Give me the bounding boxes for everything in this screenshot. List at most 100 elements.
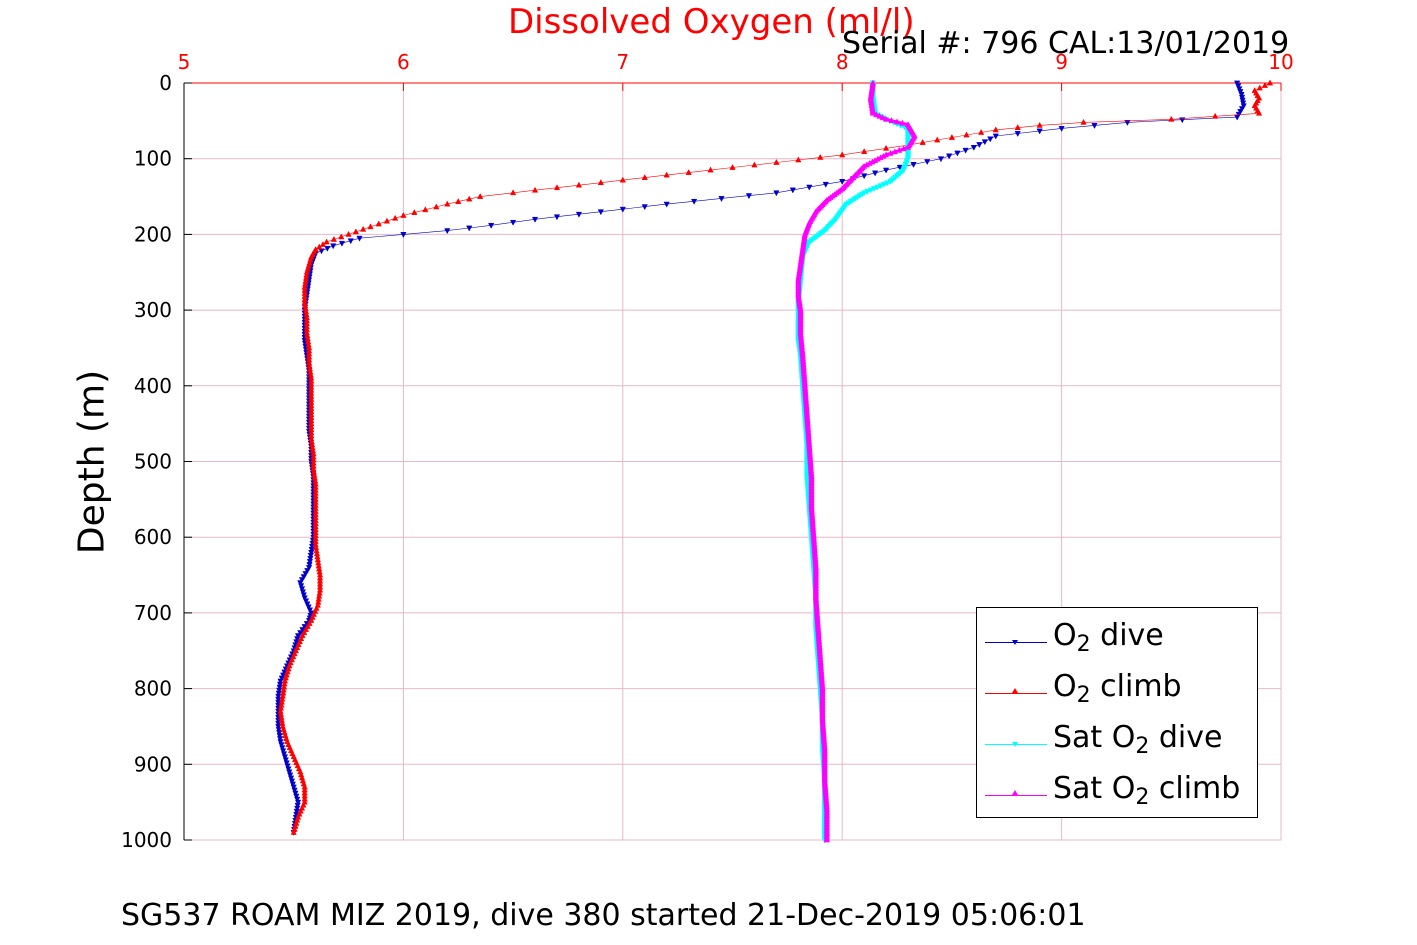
data-point <box>466 195 473 202</box>
data-point <box>281 754 289 761</box>
y-axis: 0 100 200 300 400 500 600 700 800 900 1000 <box>121 71 192 852</box>
y-tick-label: 400 <box>134 374 172 398</box>
data-point <box>888 117 895 124</box>
data-point <box>1238 92 1245 98</box>
data-point <box>298 586 306 593</box>
data-point <box>308 546 315 553</box>
data-point <box>597 179 604 186</box>
legend-line <box>985 693 1047 694</box>
data-point <box>282 757 289 764</box>
data-point <box>970 144 977 151</box>
y-tick-label: 300 <box>134 298 172 322</box>
data-point <box>531 186 539 193</box>
data-point <box>817 153 824 160</box>
legend-marker <box>1012 688 1018 693</box>
data-point <box>1237 89 1244 96</box>
data-point <box>275 696 282 703</box>
data-point <box>1255 109 1263 116</box>
data-point <box>882 144 890 151</box>
data-point <box>304 568 311 575</box>
data-point <box>293 808 300 815</box>
legend-item: O2 climb <box>977 665 1257 715</box>
data-point <box>307 553 314 559</box>
data-point <box>575 181 583 188</box>
data-point <box>1237 109 1244 115</box>
x-axis: 5 6 7 8 9 10 <box>178 50 1294 91</box>
y-tick-label: 0 <box>159 71 172 95</box>
data-point <box>278 675 285 682</box>
data-point <box>1168 115 1175 122</box>
data-point <box>597 209 604 216</box>
series-1 <box>277 79 1274 835</box>
data-point <box>924 159 931 166</box>
x-tick-label: 10 <box>1268 50 1293 74</box>
data-point <box>275 693 282 700</box>
data-point <box>839 179 846 185</box>
data-point <box>641 204 648 211</box>
data-point <box>1036 121 1043 128</box>
data-point <box>882 115 890 122</box>
data-point <box>962 147 969 154</box>
data-point <box>455 198 462 204</box>
data-point <box>1239 97 1246 104</box>
y-tick-label: 900 <box>134 752 172 776</box>
data-point <box>718 196 725 202</box>
data-point <box>444 228 451 235</box>
data-point <box>948 133 956 140</box>
data-point <box>910 162 917 168</box>
data-point <box>411 209 418 215</box>
data-point <box>900 145 907 152</box>
data-point <box>338 233 345 240</box>
data-point <box>304 601 311 608</box>
data-point <box>1238 94 1246 101</box>
data-point <box>976 142 983 149</box>
y-tick-label: 600 <box>134 525 172 549</box>
data-point <box>575 211 583 218</box>
legend-item: Sat O2 dive <box>977 716 1257 766</box>
data-point <box>1261 81 1269 88</box>
data-point <box>400 211 407 218</box>
data-point <box>294 636 301 643</box>
data-point <box>319 240 327 247</box>
x-tick-label: 8 <box>836 50 849 74</box>
data-point <box>509 189 517 196</box>
data-point <box>345 230 352 237</box>
data-point <box>276 681 284 688</box>
data-point <box>297 630 304 637</box>
data-point <box>707 166 714 173</box>
legend: O2 dive O2 climb Sat O2 dive Sat O2 climb <box>976 607 1258 818</box>
data-point <box>873 111 880 118</box>
data-point <box>1240 100 1247 107</box>
data-point <box>294 802 301 809</box>
data-point <box>444 200 451 207</box>
data-point <box>1240 103 1247 110</box>
data-point <box>356 235 363 242</box>
data-point <box>422 206 429 213</box>
data-point <box>619 206 626 213</box>
data-point <box>285 766 292 773</box>
data-point <box>934 136 941 143</box>
data-point <box>300 574 307 581</box>
data-point <box>619 176 626 183</box>
data-point <box>978 128 985 135</box>
data-point <box>1234 80 1241 87</box>
data-point <box>871 170 879 177</box>
data-point <box>301 595 308 602</box>
data-point <box>433 203 440 210</box>
data-point <box>280 748 287 755</box>
data-point <box>307 556 314 562</box>
data-point <box>531 216 539 223</box>
data-point <box>879 114 886 121</box>
data-point <box>375 220 382 227</box>
data-point <box>992 126 999 133</box>
data-point <box>293 639 300 646</box>
data-point <box>876 112 883 119</box>
data-point <box>316 243 323 250</box>
data-point <box>869 109 877 116</box>
data-point <box>276 733 283 740</box>
data-point <box>1036 128 1043 135</box>
data-point <box>294 796 301 803</box>
data-point <box>280 751 288 758</box>
data-point <box>1080 118 1087 125</box>
data-point <box>299 589 307 596</box>
